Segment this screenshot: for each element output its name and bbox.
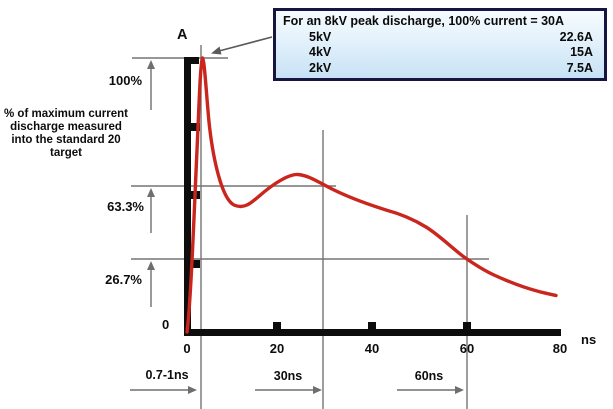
annotation-rise-time: 0.7-1ns xyxy=(145,368,189,382)
x-tick-60 xyxy=(463,322,471,329)
arrow-right-60ns xyxy=(397,386,464,394)
voltage-label: 5kV xyxy=(309,29,332,44)
ref-label-63pct: 63.3% xyxy=(107,199,144,214)
arrow-up-100pct xyxy=(147,60,155,110)
annotation-60ns: 60ns xyxy=(414,369,444,383)
y-origin-label: 0 xyxy=(162,317,170,332)
arrow-box-to-peak xyxy=(211,36,273,55)
x-tick-label-0: 0 xyxy=(183,341,191,356)
current-value: 15A xyxy=(570,45,593,60)
y-axis-line xyxy=(184,57,191,336)
x-axis-line xyxy=(184,329,561,336)
ref-label-27pct: 26.7% xyxy=(105,272,142,287)
arrow-up-63pct xyxy=(147,188,155,233)
y-axis-description: % of maximum current discharge measured … xyxy=(4,108,128,159)
ref-label-100pct: 100% xyxy=(108,73,142,88)
x-tick-40 xyxy=(368,322,376,329)
x-tick-20 xyxy=(273,322,281,329)
discharge-current-curve xyxy=(185,56,558,334)
annotation-30ns: 30ns xyxy=(273,369,303,383)
voltage-label: 4kV xyxy=(309,45,332,60)
x-tick-label-40: 40 xyxy=(364,341,380,356)
x-tick-label-80: 80 xyxy=(552,341,568,356)
info-box-row-4kv: 4kV 15A xyxy=(276,45,604,59)
current-value: 22.6A xyxy=(559,29,593,44)
y-tick-25 xyxy=(191,260,200,268)
y-tick-75 xyxy=(191,123,200,131)
voltage-label: 2kV xyxy=(309,61,332,76)
current-value: 7.5A xyxy=(566,61,593,76)
y-axis-unit-label: A xyxy=(177,27,188,43)
info-box-title-row: For an 8kV peak discharge, 100% current … xyxy=(276,14,604,28)
arrow-up-27pct xyxy=(147,261,155,307)
info-box-title: For an 8kV peak discharge, 100% current … xyxy=(283,13,565,28)
x-tick-label-60: 60 xyxy=(459,341,475,356)
discharge-level-info-box: For an 8kV peak discharge, 100% current … xyxy=(273,8,607,81)
x-axis-unit-label: ns xyxy=(581,332,597,347)
y-tick-100 xyxy=(184,57,199,64)
arrow-right-30ns xyxy=(255,386,322,394)
info-box-row-5kv: 5kV 22.6A xyxy=(276,30,604,44)
x-tick-label-20: 20 xyxy=(269,341,285,356)
info-box-row-2kv: 2kV 7.5A xyxy=(276,61,604,75)
arrow-right-rise-time xyxy=(130,386,197,394)
